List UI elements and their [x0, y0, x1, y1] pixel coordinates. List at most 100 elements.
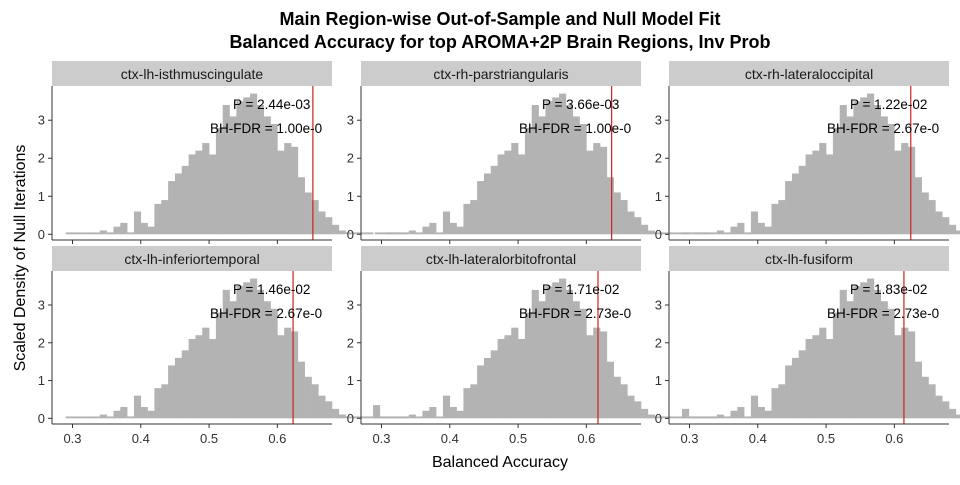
histogram-bar	[222, 105, 230, 235]
x-tick-label: 0.3	[63, 431, 81, 446]
histogram-bar	[908, 146, 916, 235]
histogram-bar	[606, 177, 614, 235]
histogram-bar	[867, 278, 875, 419]
histogram-bar	[345, 232, 353, 235]
histogram-bar	[442, 211, 451, 235]
histogram-bar	[106, 232, 114, 235]
facet-strip	[361, 61, 641, 86]
histogram-bar	[894, 150, 902, 235]
histogram-bar	[668, 416, 676, 419]
histogram-bar	[72, 232, 80, 235]
histogram-bar	[332, 224, 340, 235]
histogram-bar	[422, 410, 430, 419]
histogram-bar	[86, 416, 94, 419]
y-tick-label: 0	[347, 411, 354, 426]
x-tick-label: 0.6	[268, 431, 286, 446]
facet-panel: ctx-lh-isthmuscingulate P = 2.44e-03 BH-FD…	[38, 61, 408, 244]
histogram-bar	[86, 232, 94, 235]
histogram-bar	[395, 232, 403, 235]
histogram-bar	[873, 105, 882, 235]
histogram-bar	[140, 222, 148, 235]
histogram-bar	[133, 211, 142, 235]
histogram-bar	[65, 416, 73, 419]
histogram-bar	[791, 357, 800, 419]
histogram-bar	[750, 395, 759, 419]
facet-strip	[52, 61, 332, 86]
y-tick-label: 1	[655, 373, 662, 388]
histogram-bar	[195, 335, 203, 419]
histogram-bar	[709, 232, 718, 235]
histogram-bar	[332, 408, 340, 419]
histogram-bar	[538, 116, 546, 235]
histogram-bar	[181, 165, 189, 235]
histogram-bar	[518, 339, 526, 419]
x-tick-label: 0.5	[817, 431, 835, 446]
histogram-bar	[853, 101, 861, 235]
y-tick-label: 2	[38, 335, 45, 350]
histogram-bar	[757, 222, 765, 235]
histogram-bar	[374, 232, 382, 235]
facet-strip-label: ctx-rh-parstriangularis	[433, 66, 568, 82]
histogram-bar	[209, 339, 217, 419]
histogram-bar	[559, 278, 567, 419]
histogram-bar	[689, 416, 697, 419]
histogram-bar	[559, 93, 567, 235]
histogram-bar	[297, 177, 305, 235]
histogram-bar	[470, 200, 478, 235]
histogram-bar	[215, 127, 224, 235]
histogram-bar	[304, 192, 312, 235]
histogram-bar	[744, 232, 752, 235]
histogram-bar	[270, 308, 278, 419]
histogram-bar	[593, 143, 601, 235]
p-value-label: P = 1.22e-02	[850, 97, 927, 112]
histogram-bar	[311, 384, 319, 419]
histogram-bar	[408, 230, 416, 235]
histogram-bar	[914, 361, 922, 419]
histogram-bar	[798, 165, 806, 235]
histogram-bar	[325, 217, 333, 235]
y-tick-label: 1	[347, 189, 354, 204]
histogram-bar	[579, 124, 587, 235]
histogram-bar	[497, 339, 505, 419]
histogram-bar	[463, 203, 471, 235]
histogram-bar	[778, 200, 786, 235]
x-tick-label: 0.6	[885, 431, 903, 446]
histogram-bar	[921, 192, 929, 235]
histogram-bar	[422, 226, 430, 235]
histogram-bar	[860, 97, 868, 235]
histogram-bar	[805, 339, 813, 419]
histogram-bar	[79, 232, 87, 235]
histogram-bar	[620, 384, 628, 419]
histogram-bar	[586, 335, 594, 419]
histogram-bar	[338, 414, 346, 419]
histogram-bar	[586, 150, 594, 235]
histogram-bar	[154, 388, 162, 419]
facet-panel: ctx-rh-lateraloccipital P = 1.22e-02 BH-FD…	[655, 61, 960, 244]
histogram-bar	[215, 312, 224, 419]
histogram-bar	[147, 226, 155, 235]
facet-panels: ctx-lh-isthmuscingulate P = 2.44e-03 BH-FD…	[38, 61, 960, 446]
histogram-bar	[682, 416, 690, 419]
histogram-bar	[935, 395, 943, 419]
histogram-bar	[345, 416, 353, 419]
histogram-bar	[681, 408, 690, 419]
histogram-bar	[771, 203, 779, 235]
histogram-bar	[593, 327, 601, 419]
histogram-bar	[812, 150, 820, 235]
histogram-bar	[518, 154, 526, 235]
histogram-bar	[846, 116, 854, 235]
histogram-bar	[703, 416, 711, 419]
histogram-bar	[113, 226, 121, 235]
histogram-bar	[901, 327, 909, 419]
histogram-bar	[928, 384, 936, 419]
y-tick-label: 1	[347, 373, 354, 388]
x-axis-title: Balanced Accuracy	[432, 454, 568, 471]
histogram-bar	[757, 407, 765, 419]
histogram-bar	[771, 388, 779, 419]
histogram-bar	[92, 232, 101, 235]
histogram-bar	[730, 410, 738, 419]
histogram-bar	[236, 101, 244, 235]
y-tick-label: 0	[347, 227, 354, 242]
histogram-bar	[79, 416, 87, 419]
histogram-bar	[477, 181, 485, 235]
